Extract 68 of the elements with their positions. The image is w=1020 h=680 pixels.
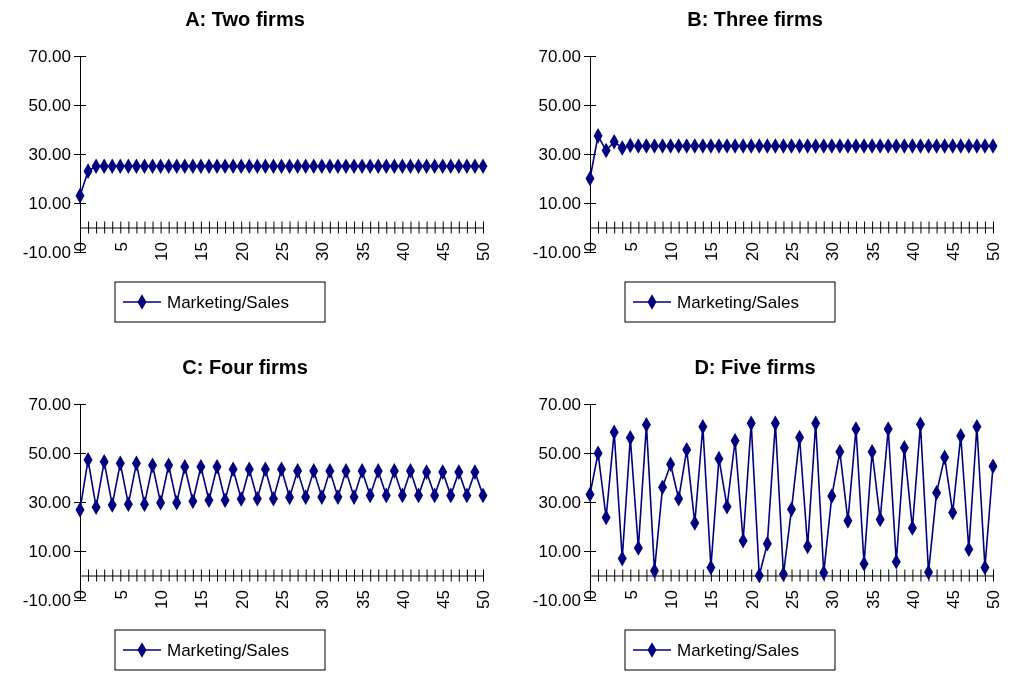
y-tick-label: 50.00: [538, 95, 581, 115]
legend-label: Marketing/Sales: [677, 292, 799, 312]
x-tick-label: 50: [984, 590, 1004, 609]
x-tick-label: 35: [863, 242, 883, 261]
x-tick-label: 20: [232, 590, 252, 609]
x-tick-label: 20: [742, 590, 762, 609]
x-tick-label: 5: [621, 242, 641, 252]
x-tick-label: 5: [621, 590, 641, 600]
y-tick-label: 70.00: [28, 46, 71, 66]
y-tick-label: -10.00: [532, 242, 581, 262]
y-tick-label: 50.00: [28, 443, 71, 463]
x-tick-label: 40: [393, 590, 413, 609]
x-tick-label: 40: [393, 242, 413, 261]
chart-title: C: Four firms: [182, 356, 308, 378]
y-tick-label: 30.00: [28, 492, 71, 512]
x-tick-label: 25: [272, 242, 292, 261]
y-tick-label: 30.00: [538, 492, 581, 512]
y-tick-label: 10.00: [538, 541, 581, 561]
x-tick-label: 15: [192, 590, 212, 609]
x-tick-label: 50: [474, 242, 494, 261]
x-tick-label: 30: [823, 590, 843, 609]
x-tick-label: 35: [353, 590, 373, 609]
x-tick-label: 15: [702, 590, 722, 609]
x-tick-label: 30: [313, 590, 333, 609]
x-tick-label: 40: [903, 590, 923, 609]
y-tick-label: 30.00: [28, 144, 71, 164]
y-tick-label: 10.00: [538, 193, 581, 213]
x-tick-label: 45: [434, 242, 454, 261]
x-tick-label: 40: [903, 242, 923, 261]
x-tick-label: 20: [742, 242, 762, 261]
x-tick-label: 10: [662, 242, 682, 261]
x-tick-label: 10: [662, 590, 682, 609]
x-tick-label: 35: [353, 242, 373, 261]
x-tick-label: 35: [863, 590, 883, 609]
y-tick-label: -10.00: [532, 590, 581, 610]
y-tick-label: 10.00: [28, 541, 71, 561]
legend-label: Marketing/Sales: [677, 640, 799, 660]
y-tick-label: 70.00: [538, 46, 581, 66]
y-tick-label: 70.00: [538, 394, 581, 414]
y-tick-label: 70.00: [28, 394, 71, 414]
y-tick-label: 10.00: [28, 193, 71, 213]
x-tick-label: 10: [152, 590, 172, 609]
x-tick-label: 25: [782, 242, 802, 261]
x-tick-label: 30: [823, 242, 843, 261]
x-tick-label: 5: [111, 242, 131, 252]
x-tick-label: 45: [944, 242, 964, 261]
chart-title: A: Two firms: [185, 8, 305, 30]
y-tick-label: -10.00: [22, 590, 71, 610]
x-tick-label: 30: [313, 242, 333, 261]
x-tick-label: 25: [782, 590, 802, 609]
legend-label: Marketing/Sales: [167, 640, 289, 660]
x-tick-label: 50: [984, 242, 1004, 261]
x-tick-label: 5: [111, 590, 131, 600]
chart-title: D: Five firms: [694, 356, 816, 378]
y-tick-label: 30.00: [538, 144, 581, 164]
legend-label: Marketing/Sales: [167, 292, 289, 312]
x-tick-label: 15: [702, 242, 722, 261]
y-tick-label: 50.00: [28, 95, 71, 115]
y-tick-label: 50.00: [538, 443, 581, 463]
x-tick-label: 15: [192, 242, 212, 261]
x-tick-label: 25: [272, 590, 292, 609]
y-tick-label: -10.00: [22, 242, 71, 262]
x-tick-label: 45: [944, 590, 964, 609]
x-tick-label: 50: [474, 590, 494, 609]
x-tick-label: 20: [232, 242, 252, 261]
x-tick-label: 45: [434, 590, 454, 609]
chart-title: B: Three firms: [687, 8, 823, 30]
x-tick-label: 10: [152, 242, 172, 261]
